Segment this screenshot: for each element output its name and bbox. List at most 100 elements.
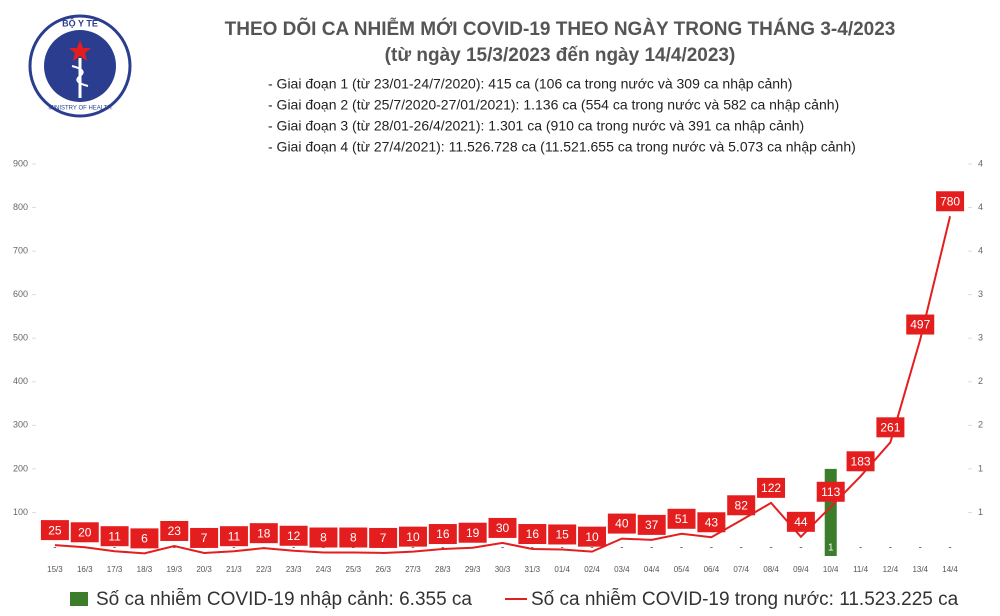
value-label-box — [697, 512, 726, 533]
x-tick-label: 12/4 — [883, 565, 899, 574]
value-label: 780 — [940, 194, 960, 208]
value-label: 8 — [320, 531, 327, 545]
value-label: 7 — [201, 531, 208, 545]
x-tick-label: 10/4 — [823, 565, 839, 574]
x-tick-label: 03/4 — [614, 565, 630, 574]
value-label: 44 — [794, 515, 808, 529]
y-tick-label: 500 — [13, 333, 28, 343]
y2-tick-label: 2 — [978, 376, 983, 386]
logo-bottom: MINISTRY OF HEALTH — [48, 106, 111, 112]
x-tick-label: 01/4 — [554, 565, 570, 574]
x-tick-label: 30/3 — [495, 565, 511, 574]
bar-value-label: - — [769, 543, 772, 554]
bar-value-label: - — [740, 543, 743, 554]
value-label: 10 — [406, 530, 420, 544]
x-tick-label: 11/4 — [853, 565, 869, 574]
value-label-box — [637, 514, 666, 535]
x-tick-label: 24/3 — [316, 565, 332, 574]
value-label: 7 — [380, 531, 387, 545]
value-label: 122 — [761, 481, 781, 495]
x-tick-label: 16/3 — [77, 565, 93, 574]
legend-swatch — [70, 592, 88, 606]
x-tick-label: 22/3 — [256, 565, 272, 574]
y-tick-label: 200 — [13, 463, 28, 473]
value-label: 16 — [436, 527, 450, 541]
value-label-box — [398, 526, 427, 547]
y2-tick-label: 2 — [978, 420, 983, 430]
legend-label: Số ca nhiễm COVID-19 nhập cảnh: 6.355 ca — [96, 588, 472, 610]
x-tick-label: 31/3 — [525, 565, 541, 574]
value-label-box — [428, 524, 457, 545]
value-label: 30 — [496, 521, 510, 535]
y-tick-label: 700 — [13, 245, 28, 255]
value-label: 16 — [526, 527, 540, 541]
x-tick-label: 08/4 — [763, 565, 779, 574]
value-label: 19 — [466, 526, 480, 540]
x-tick-label: 15/3 — [47, 565, 63, 574]
value-label-box — [458, 522, 487, 543]
value-label-box — [607, 513, 636, 534]
value-label: 11 — [108, 529, 121, 543]
value-label: 11 — [228, 529, 241, 543]
value-label: 113 — [821, 485, 840, 499]
bar-value-label: - — [680, 543, 683, 554]
logo-star — [69, 40, 91, 61]
x-tick-label: 23/3 — [286, 565, 302, 574]
annotation: - Giai đoạn 3 (từ 28/01-26/4/2021): 1.30… — [268, 118, 804, 134]
bar-value-label: - — [710, 543, 713, 554]
bar-value-label: - — [352, 543, 355, 554]
chart-subtitle: (từ ngày 15/3/2023 đến ngày 14/4/2023) — [385, 45, 736, 66]
value-label: 82 — [735, 498, 749, 512]
bar-value-label: - — [173, 543, 176, 554]
value-label-box — [548, 524, 577, 545]
x-tick-label: 05/4 — [674, 565, 690, 574]
bar-value-label: - — [799, 543, 802, 554]
value-label-box — [936, 191, 965, 212]
bar-value-label: - — [620, 543, 623, 554]
bar-value-label: - — [501, 543, 504, 554]
value-label-box — [219, 526, 248, 547]
value-label-box — [518, 524, 547, 545]
value-label-box — [70, 522, 99, 543]
value-label-box — [369, 527, 398, 548]
bar-value-label: - — [948, 543, 951, 554]
value-label-box — [190, 527, 219, 548]
bar-value-label: 1 — [828, 543, 834, 554]
value-label: 40 — [615, 517, 629, 531]
value-label: 23 — [168, 524, 182, 538]
bar-value-label: - — [859, 543, 862, 554]
value-label-box — [876, 417, 905, 438]
value-label: 10 — [585, 530, 599, 544]
x-tick-label: 02/4 — [584, 565, 600, 574]
value-label: 8 — [350, 531, 357, 545]
value-label-box — [100, 526, 129, 547]
value-label: 183 — [851, 454, 871, 468]
value-label: 18 — [257, 526, 271, 540]
value-label: 497 — [910, 318, 930, 332]
bar-value-label: - — [53, 543, 56, 554]
x-tick-label: 13/4 — [912, 565, 928, 574]
x-tick-label: 19/3 — [166, 565, 182, 574]
value-label: 25 — [48, 523, 62, 537]
value-label-box — [40, 520, 69, 541]
bar-value-label: - — [919, 543, 922, 554]
chart-title: THEO DÕI CA NHIỄM MỚI COVID-19 THEO NGÀY… — [225, 18, 896, 40]
x-tick-label: 25/3 — [346, 565, 362, 574]
y2-tick-label: 1 — [978, 507, 983, 517]
y-tick-label: 800 — [13, 202, 28, 212]
value-label-box — [757, 477, 786, 498]
bar-value-label: - — [889, 543, 892, 554]
value-label-box — [727, 495, 756, 516]
x-tick-label: 17/3 — [107, 565, 123, 574]
x-tick-label: 06/4 — [704, 565, 720, 574]
value-label-box — [578, 526, 607, 547]
value-label: 43 — [705, 515, 719, 529]
line — [54, 216, 952, 555]
x-tick-label: 26/3 — [375, 565, 391, 574]
bar-value-label: - — [202, 543, 205, 554]
legend-label: Số ca nhiễm COVID-19 trong nước: 11.523.… — [531, 588, 959, 610]
value-label: 37 — [645, 518, 659, 532]
logo: BỘ Y TẾ MINISTRY OF HEALTH — [28, 14, 132, 118]
value-label: 51 — [675, 512, 689, 526]
